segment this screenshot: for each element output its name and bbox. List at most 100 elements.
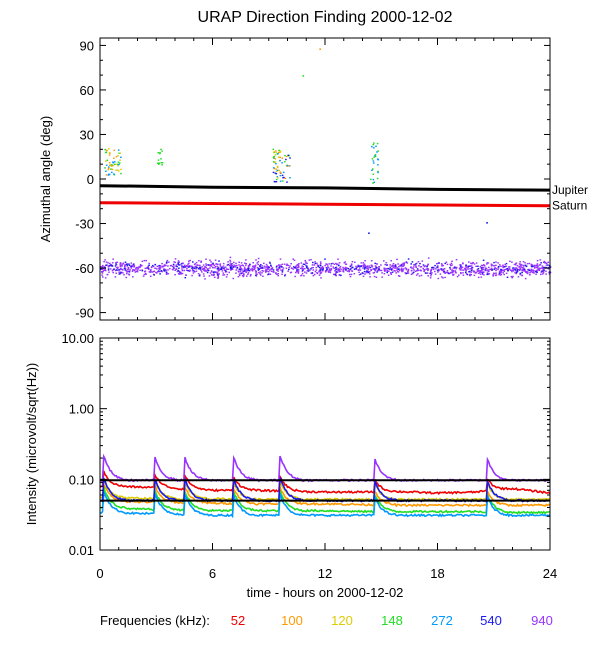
scatter-point [150,266,153,268]
scatter-point [391,265,393,267]
scatter-point [421,260,424,262]
burst-point [284,154,286,157]
scatter-point [247,266,250,268]
scatter-point [449,271,452,274]
scatter-point [511,269,513,271]
scatter-point [132,264,135,266]
scatter-point [482,267,485,269]
scatter-point [335,275,337,277]
scatter-point [490,265,493,267]
scatter-point [277,268,279,271]
scatter-point [539,264,542,266]
scatter-point [390,272,392,274]
scatter-point [483,271,485,273]
scatter-point [445,261,448,263]
y-tick-label: -60 [75,261,94,276]
scatter-point [360,262,363,264]
scatter-point [220,267,223,269]
burst-point [275,181,278,183]
scatter-point [444,272,446,274]
scatter-point [380,264,382,266]
scatter-point [302,269,304,271]
scatter-point [334,270,336,272]
scatter-point [312,269,314,271]
scatter-point [334,267,337,269]
scatter-point [486,273,488,276]
scatter-point [150,269,152,271]
scatter-point [514,264,517,266]
scatter-point [541,267,544,269]
scatter-point [540,262,542,264]
scatter-point [252,262,254,264]
scatter-point [230,264,232,266]
scatter-point [313,264,316,266]
scatter-point [526,263,529,265]
scatter-point [436,269,439,271]
scatter-point [297,266,300,268]
scatter-point [492,274,494,276]
scatter-point [324,258,326,260]
scatter-point [278,266,281,268]
scatter-point [535,264,538,267]
scatter-point [469,268,471,270]
scatter-point [223,267,225,269]
scatter-point [261,265,264,267]
scatter-point [235,269,237,271]
scatter-point [116,261,119,263]
scatter-point [515,272,517,275]
scatter-point [205,267,207,269]
scatter-point [460,266,462,268]
scatter-point [313,273,316,276]
burst-point [284,161,286,163]
scatter-point [350,267,353,270]
scatter-point [317,265,319,268]
burst-point [108,166,110,168]
scatter-point [289,265,291,267]
scatter-point [241,272,244,274]
scatter-point [247,264,250,267]
scatter-point [419,266,422,268]
scatter-point [534,266,536,268]
scatter-point [488,273,491,275]
scatter-point [484,265,486,267]
scatter-point [445,271,447,274]
scatter-point [346,270,349,272]
azimuth-scatter-540 [100,258,552,279]
scatter-point [198,275,201,277]
scatter-point [358,267,361,269]
scatter-point [328,263,330,265]
scatter-point [338,264,340,267]
scatter-point [381,272,383,274]
scatter-point [412,267,414,270]
scatter-point [301,270,304,272]
scatter-point [218,260,220,262]
scatter-point [144,272,147,275]
scatter-point [519,267,521,269]
scatter-point [314,262,317,265]
scatter-point [462,262,464,264]
burst-point [275,163,277,165]
scatter-point [377,270,380,272]
scatter-point [330,269,333,271]
scatter-point [107,268,110,270]
scatter-point [405,267,408,270]
scatter-point [414,264,416,266]
scatter-point [427,269,429,272]
scatter-point [222,262,225,265]
scatter-point [492,275,494,277]
scatter-point [342,269,344,272]
scatter-point [238,268,241,270]
scatter-point [498,270,501,272]
burst-point [157,152,160,154]
scatter-point [229,269,232,271]
scatter-point [276,268,278,270]
scatter-point [136,271,139,273]
scatter-point [183,265,185,268]
scatter-point [431,272,433,274]
scatter-point [209,267,211,269]
scatter-point [432,267,434,269]
burst-point [115,163,117,165]
scatter-point [196,266,198,269]
scatter-point [242,265,244,267]
scatter-point [319,272,322,275]
